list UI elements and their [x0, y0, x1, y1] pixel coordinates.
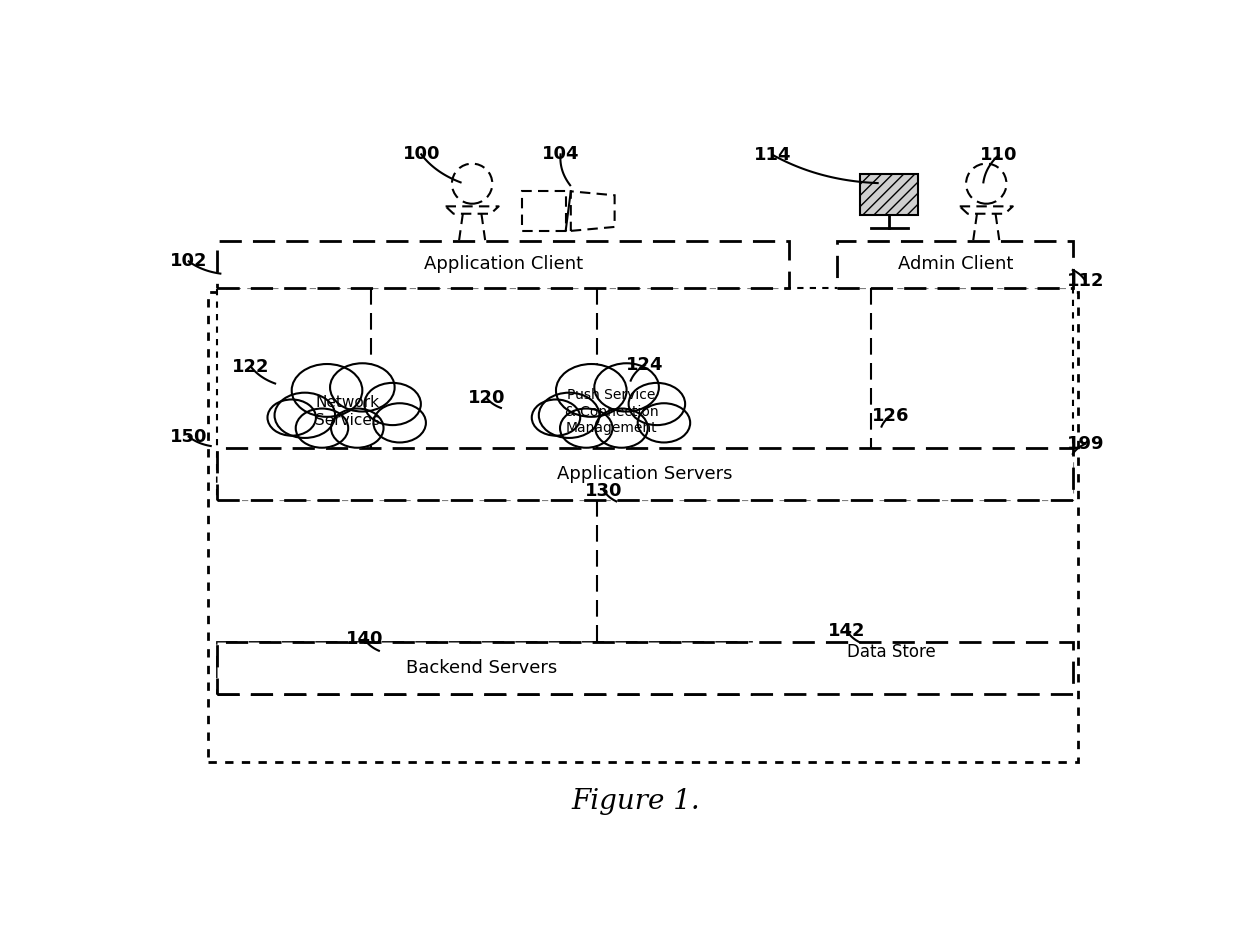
Bar [861, 174, 919, 216]
Bar [217, 642, 751, 694]
Text: Data Store: Data Store [847, 643, 935, 661]
Text: 199: 199 [1066, 435, 1104, 453]
Text: Backend Servers: Backend Servers [407, 659, 557, 677]
Text: Application Client: Application Client [424, 256, 583, 273]
Ellipse shape [291, 364, 362, 417]
Text: 130: 130 [585, 481, 622, 499]
Text: 114: 114 [754, 146, 791, 164]
Text: Push Service
& Connection
Management: Push Service & Connection Management [564, 388, 658, 435]
Ellipse shape [373, 403, 425, 442]
Ellipse shape [532, 399, 580, 436]
Ellipse shape [268, 399, 316, 436]
Text: 140: 140 [346, 631, 383, 648]
Text: Admin Client: Admin Client [898, 256, 1013, 273]
Ellipse shape [560, 409, 613, 448]
Text: 120: 120 [467, 389, 505, 407]
Text: 100: 100 [403, 146, 440, 163]
Text: 150: 150 [170, 427, 207, 446]
Ellipse shape [629, 383, 686, 425]
Ellipse shape [331, 409, 383, 448]
Text: 142: 142 [828, 621, 866, 640]
Ellipse shape [595, 409, 647, 448]
Text: Application Servers: Application Servers [557, 465, 733, 483]
Ellipse shape [330, 363, 394, 411]
Text: 110: 110 [980, 146, 1018, 164]
Bar [217, 242, 789, 288]
Text: 112: 112 [1066, 272, 1104, 290]
Ellipse shape [637, 403, 691, 442]
Ellipse shape [365, 383, 420, 425]
Text: Figure 1.: Figure 1. [572, 788, 699, 815]
Text: 126: 126 [873, 407, 910, 425]
Ellipse shape [594, 363, 658, 411]
Ellipse shape [556, 364, 626, 417]
Ellipse shape [274, 393, 335, 438]
Ellipse shape [539, 393, 599, 438]
Bar [217, 642, 1073, 694]
Text: 122: 122 [232, 358, 270, 376]
Text: 124: 124 [626, 355, 663, 374]
Text: 104: 104 [542, 146, 579, 163]
Text: Network
Services: Network Services [315, 396, 379, 427]
Bar [217, 288, 1073, 500]
Bar [217, 448, 1073, 500]
Text: 102: 102 [170, 253, 207, 271]
Bar [837, 242, 1073, 288]
Ellipse shape [295, 409, 348, 448]
Bar [208, 291, 1078, 762]
